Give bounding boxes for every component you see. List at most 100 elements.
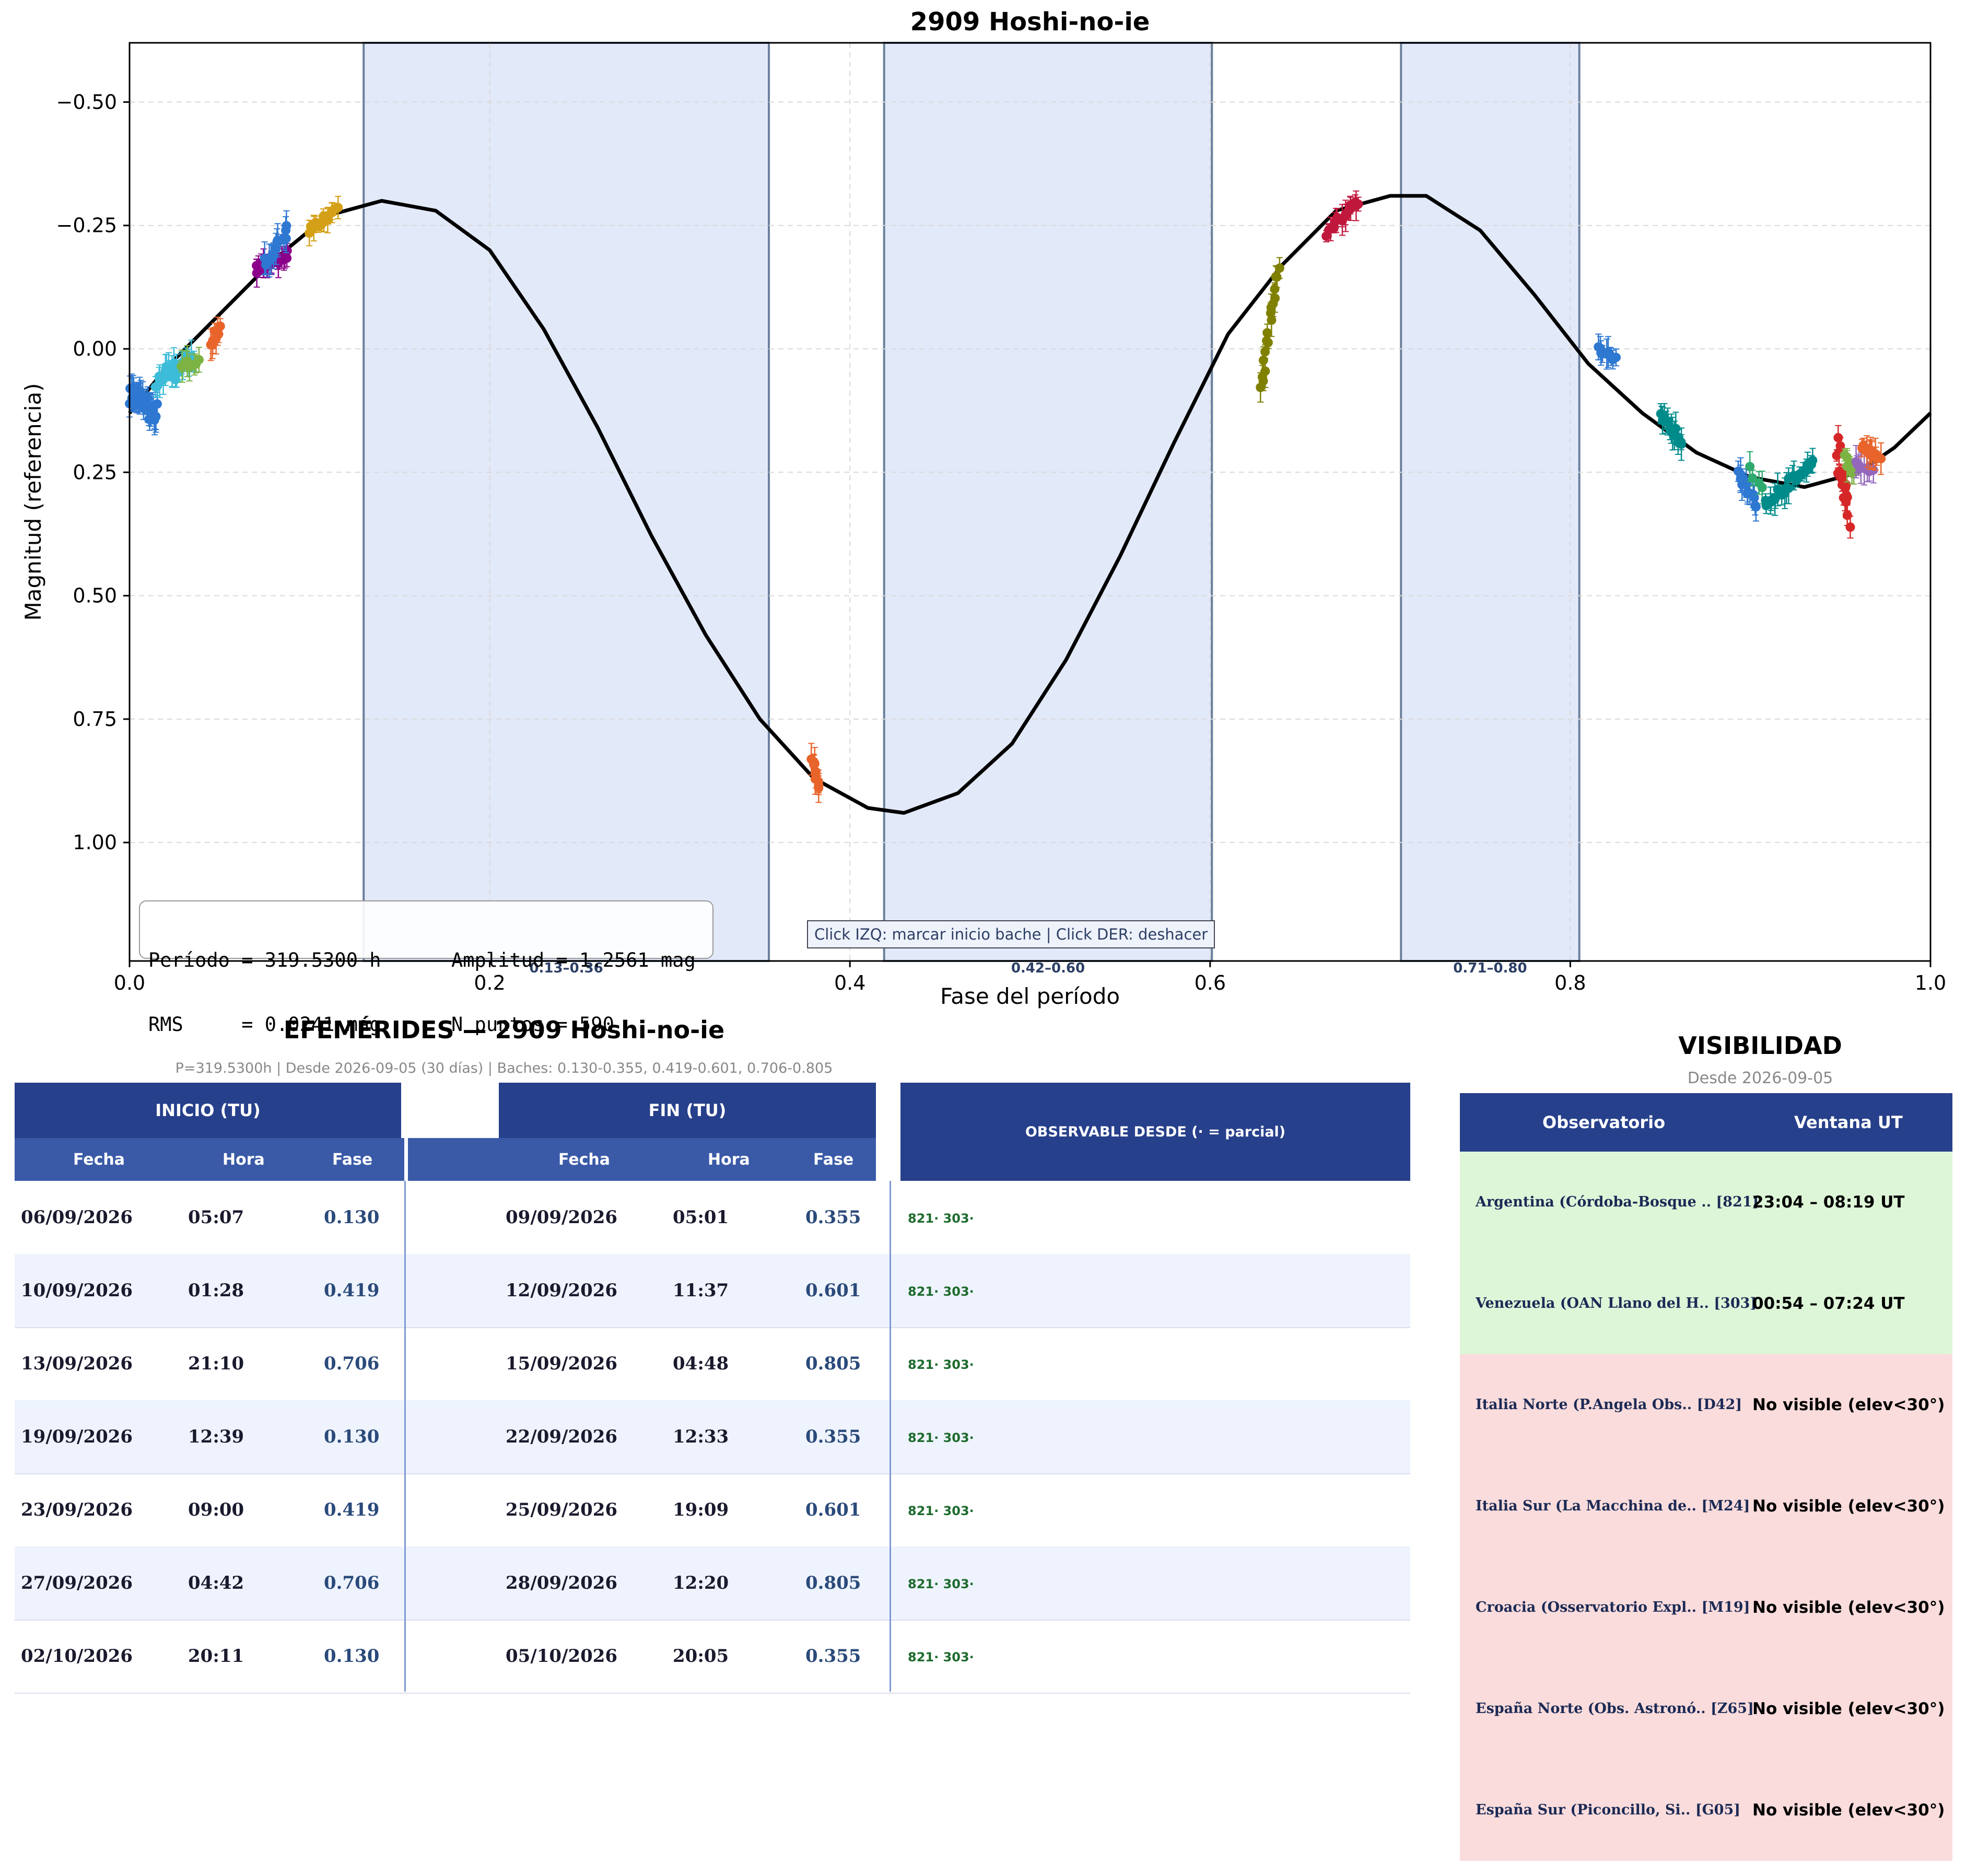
y-axis-label: Magnitud (referencia) [20,383,46,621]
data-point [1260,347,1270,357]
x-tick-label: 0.4 [834,971,865,994]
col-fase-fin: Fase [813,1150,854,1169]
data-point [1260,366,1270,376]
data-point [282,221,291,231]
col-observatorio: Observatorio [1542,1112,1666,1132]
data-point [1745,462,1755,472]
col-ventana: Ventana UT [1794,1112,1903,1132]
observatory-name: Italia Sur (La Macchina de.. [M24] [1476,1498,1750,1514]
data-point [1748,473,1758,483]
fase-fin: 0.355 [805,1646,861,1667]
data-point [1832,451,1842,461]
observable-desde: 821· 303· [908,1431,974,1445]
x-tick-label: 0.0 [114,971,145,994]
data-series-11 [1594,333,1621,370]
period-text: Período = 319.5300 h [148,949,381,971]
data-point [215,321,225,331]
observatory-name: Argentina (Córdoba-Bosque .. [821] [1476,1194,1759,1210]
bache-band-1 [362,42,770,962]
data-point [1845,522,1855,532]
table-row [15,1400,1410,1474]
fecha-fin: 22/09/2026 [506,1426,618,1447]
observable-desde: 821· 303· [908,1577,974,1591]
data-point [1842,510,1852,520]
divider-inicio-fin [404,1181,406,1692]
data-point [152,399,162,409]
visibility-row: Argentina (Córdoba-Bosque .. [821] 23:04 … [1460,1152,1952,1253]
fase-inicio: 0.706 [324,1573,380,1593]
visibility-header: Observatorio Ventana UT [1460,1093,1952,1152]
data-point [1677,439,1687,449]
fecha-inicio: 13/09/2026 [21,1353,133,1374]
divider-fin-obs [890,1181,891,1692]
observable-desde: 821· 303· [908,1650,974,1664]
chart-title: 2909 Hoshi-no-ie [910,7,1150,37]
fase-fin: 0.601 [805,1499,861,1520]
hora-inicio: 04:42 [188,1573,244,1593]
fase-inicio: 0.130 [324,1426,380,1447]
x-tick-label: 0.8 [1554,971,1586,994]
data-series-14 [1745,451,1767,505]
light-curve-plot[interactable]: 2909 Hoshi-no-ie 0.0 0.2 0.4 0.6 0.8 1.0 −0.5… [0,0,1966,1024]
hora-fin: 05:01 [673,1207,729,1228]
subheader-inicio: Fecha Hora Fase [15,1138,404,1181]
x-tick-label: 0.2 [474,971,505,994]
hora-fin: 12:20 [673,1573,729,1593]
col-hora-fin: Hora [708,1150,750,1169]
visibility-window: 00:54 – 07:24 UT [1752,1294,1905,1313]
col-fecha-inicio: Fecha [73,1150,125,1169]
observable-desde: 821· 303· [908,1357,974,1372]
data-point [151,412,161,421]
fase-inicio: 0.419 [324,1280,380,1301]
fecha-fin: 28/09/2026 [506,1573,618,1593]
fecha-inicio: 10/09/2026 [21,1280,133,1301]
fase-fin: 0.601 [805,1280,861,1301]
hora-fin: 20:05 [673,1646,729,1667]
fecha-fin: 25/09/2026 [506,1499,618,1520]
data-point [1611,353,1621,362]
bache-label-3: 0.71–0.80 [1453,960,1527,976]
data-point [1262,328,1272,338]
table-row [15,1254,1410,1328]
data-series-3 [177,345,204,383]
x-tick-label: 0.6 [1195,971,1226,994]
fase-inicio: 0.130 [324,1646,380,1667]
bache-label-2: 0.42–0.60 [1011,960,1085,976]
header-fin: FIN (TU) [499,1083,876,1138]
data-point [1270,284,1280,294]
hora-fin: 19:09 [673,1499,729,1520]
fecha-fin: 15/09/2026 [506,1353,618,1374]
npoints-text: N puntos = 590 [451,1013,614,1036]
observatory-name: España Sur (Piconcillo, Si.. [G05] [1476,1802,1741,1818]
data-point [1750,500,1760,510]
y-tick-label: 0.75 [73,708,117,731]
plot-frame [128,42,1932,962]
amplitude-text: Amplitud = 1.2561 mag [451,949,696,971]
fit-info-box: Período = 319.5300 h Amplitud = 1.2561 ma… [139,900,713,1035]
fase-fin: 0.355 [805,1207,861,1228]
hora-fin: 12:33 [673,1426,729,1447]
table-row [15,1546,1410,1621]
data-series-8 [806,743,824,803]
click-hint: Click IZQ: marcar inicio bache | Click D… [807,920,1215,948]
data-series-19 [1857,435,1886,475]
observable-desde: 821· 303· [908,1504,974,1518]
x-axis-label: Fase del período [940,983,1120,1009]
data-point [1841,490,1851,500]
bache-band-2 [883,42,1213,962]
fecha-inicio: 27/09/2026 [21,1573,133,1593]
data-series-6 [260,210,291,278]
data-point [1876,454,1886,464]
fecha-inicio: 06/09/2026 [21,1207,133,1228]
col-hora-inicio: Hora [223,1150,265,1169]
y-tick-label: −0.50 [56,90,117,113]
observable-desde: 821· 303· [908,1284,974,1299]
header-observable: OBSERVABLE DESDE (· = parcial) [900,1083,1410,1181]
data-point [1271,272,1281,282]
fit-curve [128,194,1932,815]
y-tick-label: −0.25 [56,214,117,237]
observatory-name: Croacia (Osservatorio Expl.. [M19] [1476,1599,1750,1615]
data-series-16 [1832,425,1855,539]
visibility-window: No visible (elev<30°) [1752,1598,1945,1617]
visibility-window: No visible (elev<30°) [1752,1497,1945,1516]
